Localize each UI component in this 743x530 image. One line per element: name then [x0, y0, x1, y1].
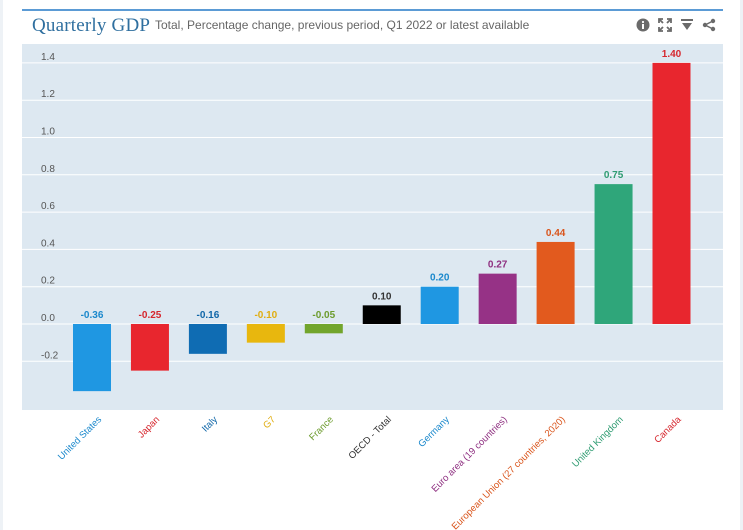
x-tick-label: European Union (27 countries, 2020) — [450, 414, 568, 530]
x-tick-label: G7 — [261, 414, 278, 431]
bar[interactable] — [594, 184, 633, 324]
value-label: 0.10 — [372, 291, 392, 302]
x-tick-label: Canada — [652, 414, 684, 446]
chart-toolbar — [635, 17, 717, 33]
info-icon[interactable] — [635, 17, 651, 33]
x-tick-label: United States — [56, 414, 104, 462]
y-tick-label: 0.4 — [41, 238, 55, 249]
value-label: 0.20 — [430, 273, 450, 284]
x-tick-label: United Kingdom — [570, 414, 626, 470]
download-icon[interactable] — [679, 17, 695, 33]
value-label: 0.44 — [546, 228, 566, 239]
value-label: 0.75 — [604, 170, 624, 181]
fullscreen-icon[interactable] — [657, 17, 673, 33]
x-tick-label: Japan — [136, 414, 162, 440]
chart-header: Quarterly GDP Total, Percentage change, … — [22, 11, 723, 43]
value-label: -0.10 — [254, 310, 277, 321]
y-tick-label: 1.4 — [41, 52, 55, 63]
bar[interactable] — [188, 324, 227, 354]
bar[interactable] — [73, 324, 111, 392]
chart-title: Quarterly GDP — [32, 15, 151, 36]
y-axis: -0.2 0.0 0.2 0.4 0.6 0.8 1.0 1.2 1.4 — [41, 52, 59, 361]
x-tick-label: France — [307, 414, 336, 443]
bar[interactable] — [536, 241, 575, 324]
bars — [73, 62, 691, 392]
bar[interactable] — [652, 62, 691, 325]
share-icon[interactable] — [701, 17, 717, 33]
y-tick-label: 0.8 — [41, 164, 55, 175]
bar[interactable] — [130, 324, 169, 371]
y-tick-label: 1.0 — [41, 127, 55, 138]
value-label: 0.27 — [488, 260, 508, 271]
value-label: -0.25 — [139, 310, 162, 321]
x-tick-label: Germany — [416, 414, 452, 450]
page-edge-right — [740, 0, 743, 530]
bar[interactable] — [362, 305, 401, 324]
page-edge-left — [0, 0, 3, 530]
y-tick-label: 0.2 — [41, 276, 55, 287]
value-label: 1.40 — [662, 49, 682, 60]
header-accent-line — [22, 9, 723, 11]
y-tick-label: 0.6 — [41, 201, 55, 212]
value-labels: -0.36 -0.25 -0.16 -0.10 -0.05 0.10 0.20 0.27 0.4… — [81, 49, 682, 321]
bar[interactable] — [420, 286, 459, 324]
x-tick-label: OECD - Total — [347, 414, 394, 461]
y-tick-label: -0.2 — [41, 350, 59, 361]
value-label: -0.05 — [312, 310, 335, 321]
y-tick-label: 0.0 — [41, 313, 55, 324]
value-label: -0.36 — [81, 310, 104, 321]
bar[interactable] — [304, 324, 343, 334]
value-label: -0.16 — [197, 310, 220, 321]
y-tick-label: 1.2 — [41, 89, 55, 100]
x-tick-label: Italy — [200, 414, 220, 434]
x-axis-labels: United States Japan Italy G7 France OECD - To… — [56, 414, 684, 530]
bar[interactable] — [246, 324, 285, 343]
bar[interactable] — [478, 273, 517, 324]
chart-subtitle: Total, Percentage change, previous perio… — [155, 18, 530, 32]
